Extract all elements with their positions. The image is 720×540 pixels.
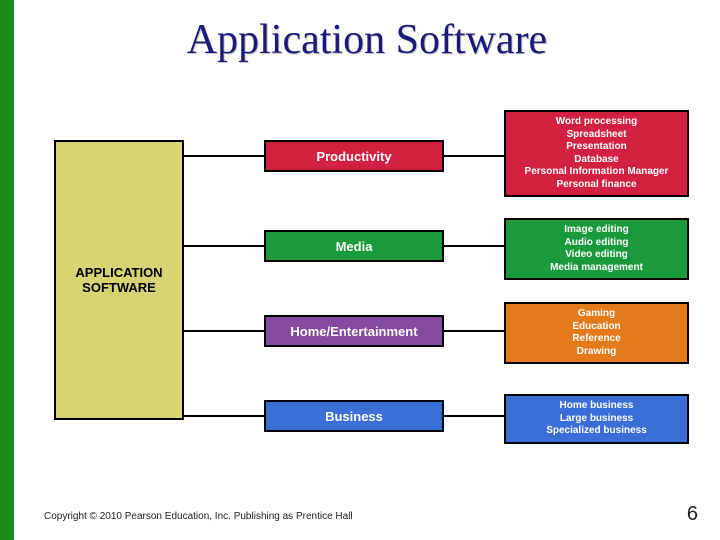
detail-item: Presentation: [566, 141, 627, 154]
connector: [184, 155, 264, 157]
detail-item: Media management: [550, 262, 643, 275]
details-node: Home businessLarge businessSpecialized b…: [504, 394, 689, 444]
connector: [444, 155, 504, 157]
connector: [184, 245, 264, 247]
connector: [444, 330, 504, 332]
connector: [444, 415, 504, 417]
connector: [184, 330, 264, 332]
detail-item: Video editing: [565, 249, 628, 262]
detail-item: Drawing: [577, 346, 616, 359]
detail-item: Personal Information Manager: [525, 166, 669, 179]
detail-item: Audio editing: [565, 237, 629, 250]
details-node: Word processingSpreadsheetPresentationDa…: [504, 110, 689, 197]
detail-item: Reference: [572, 333, 620, 346]
category-label: Business: [325, 409, 383, 424]
detail-item: Education: [572, 321, 620, 334]
connector: [444, 245, 504, 247]
detail-item: Personal finance: [556, 179, 636, 192]
page-number: 6: [687, 503, 698, 526]
detail-item: Image editing: [564, 224, 628, 237]
detail-item: Database: [574, 154, 618, 167]
category-node: Business: [264, 400, 444, 432]
detail-item: Specialized business: [546, 425, 647, 438]
connector: [184, 415, 264, 417]
category-label: Productivity: [316, 149, 391, 164]
application-software-diagram: APPLICATION SOFTWARE Productivity Word pr…: [54, 100, 690, 470]
detail-item: Home business: [560, 400, 634, 413]
details-node: GamingEducationReferenceDrawing: [504, 302, 689, 364]
copyright-text: Copyright © 2010 Pearson Education, Inc.…: [44, 511, 353, 522]
category-label: Media: [336, 239, 373, 254]
detail-item: Spreadsheet: [566, 129, 626, 142]
root-node: APPLICATION SOFTWARE: [54, 140, 184, 420]
category-label: Home/Entertainment: [290, 324, 417, 339]
category-node: Media: [264, 230, 444, 262]
category-node: Productivity: [264, 140, 444, 172]
root-node-label: APPLICATION SOFTWARE: [56, 265, 182, 295]
details-node: Image editingAudio editingVideo editingM…: [504, 218, 689, 280]
slide-page: Application Software APPLICATION SOFTWAR…: [0, 0, 720, 540]
detail-item: Gaming: [578, 308, 615, 321]
detail-item: Word processing: [556, 116, 638, 129]
category-node: Home/Entertainment: [264, 315, 444, 347]
detail-item: Large business: [560, 413, 633, 426]
page-title: Application Software: [14, 16, 720, 64]
